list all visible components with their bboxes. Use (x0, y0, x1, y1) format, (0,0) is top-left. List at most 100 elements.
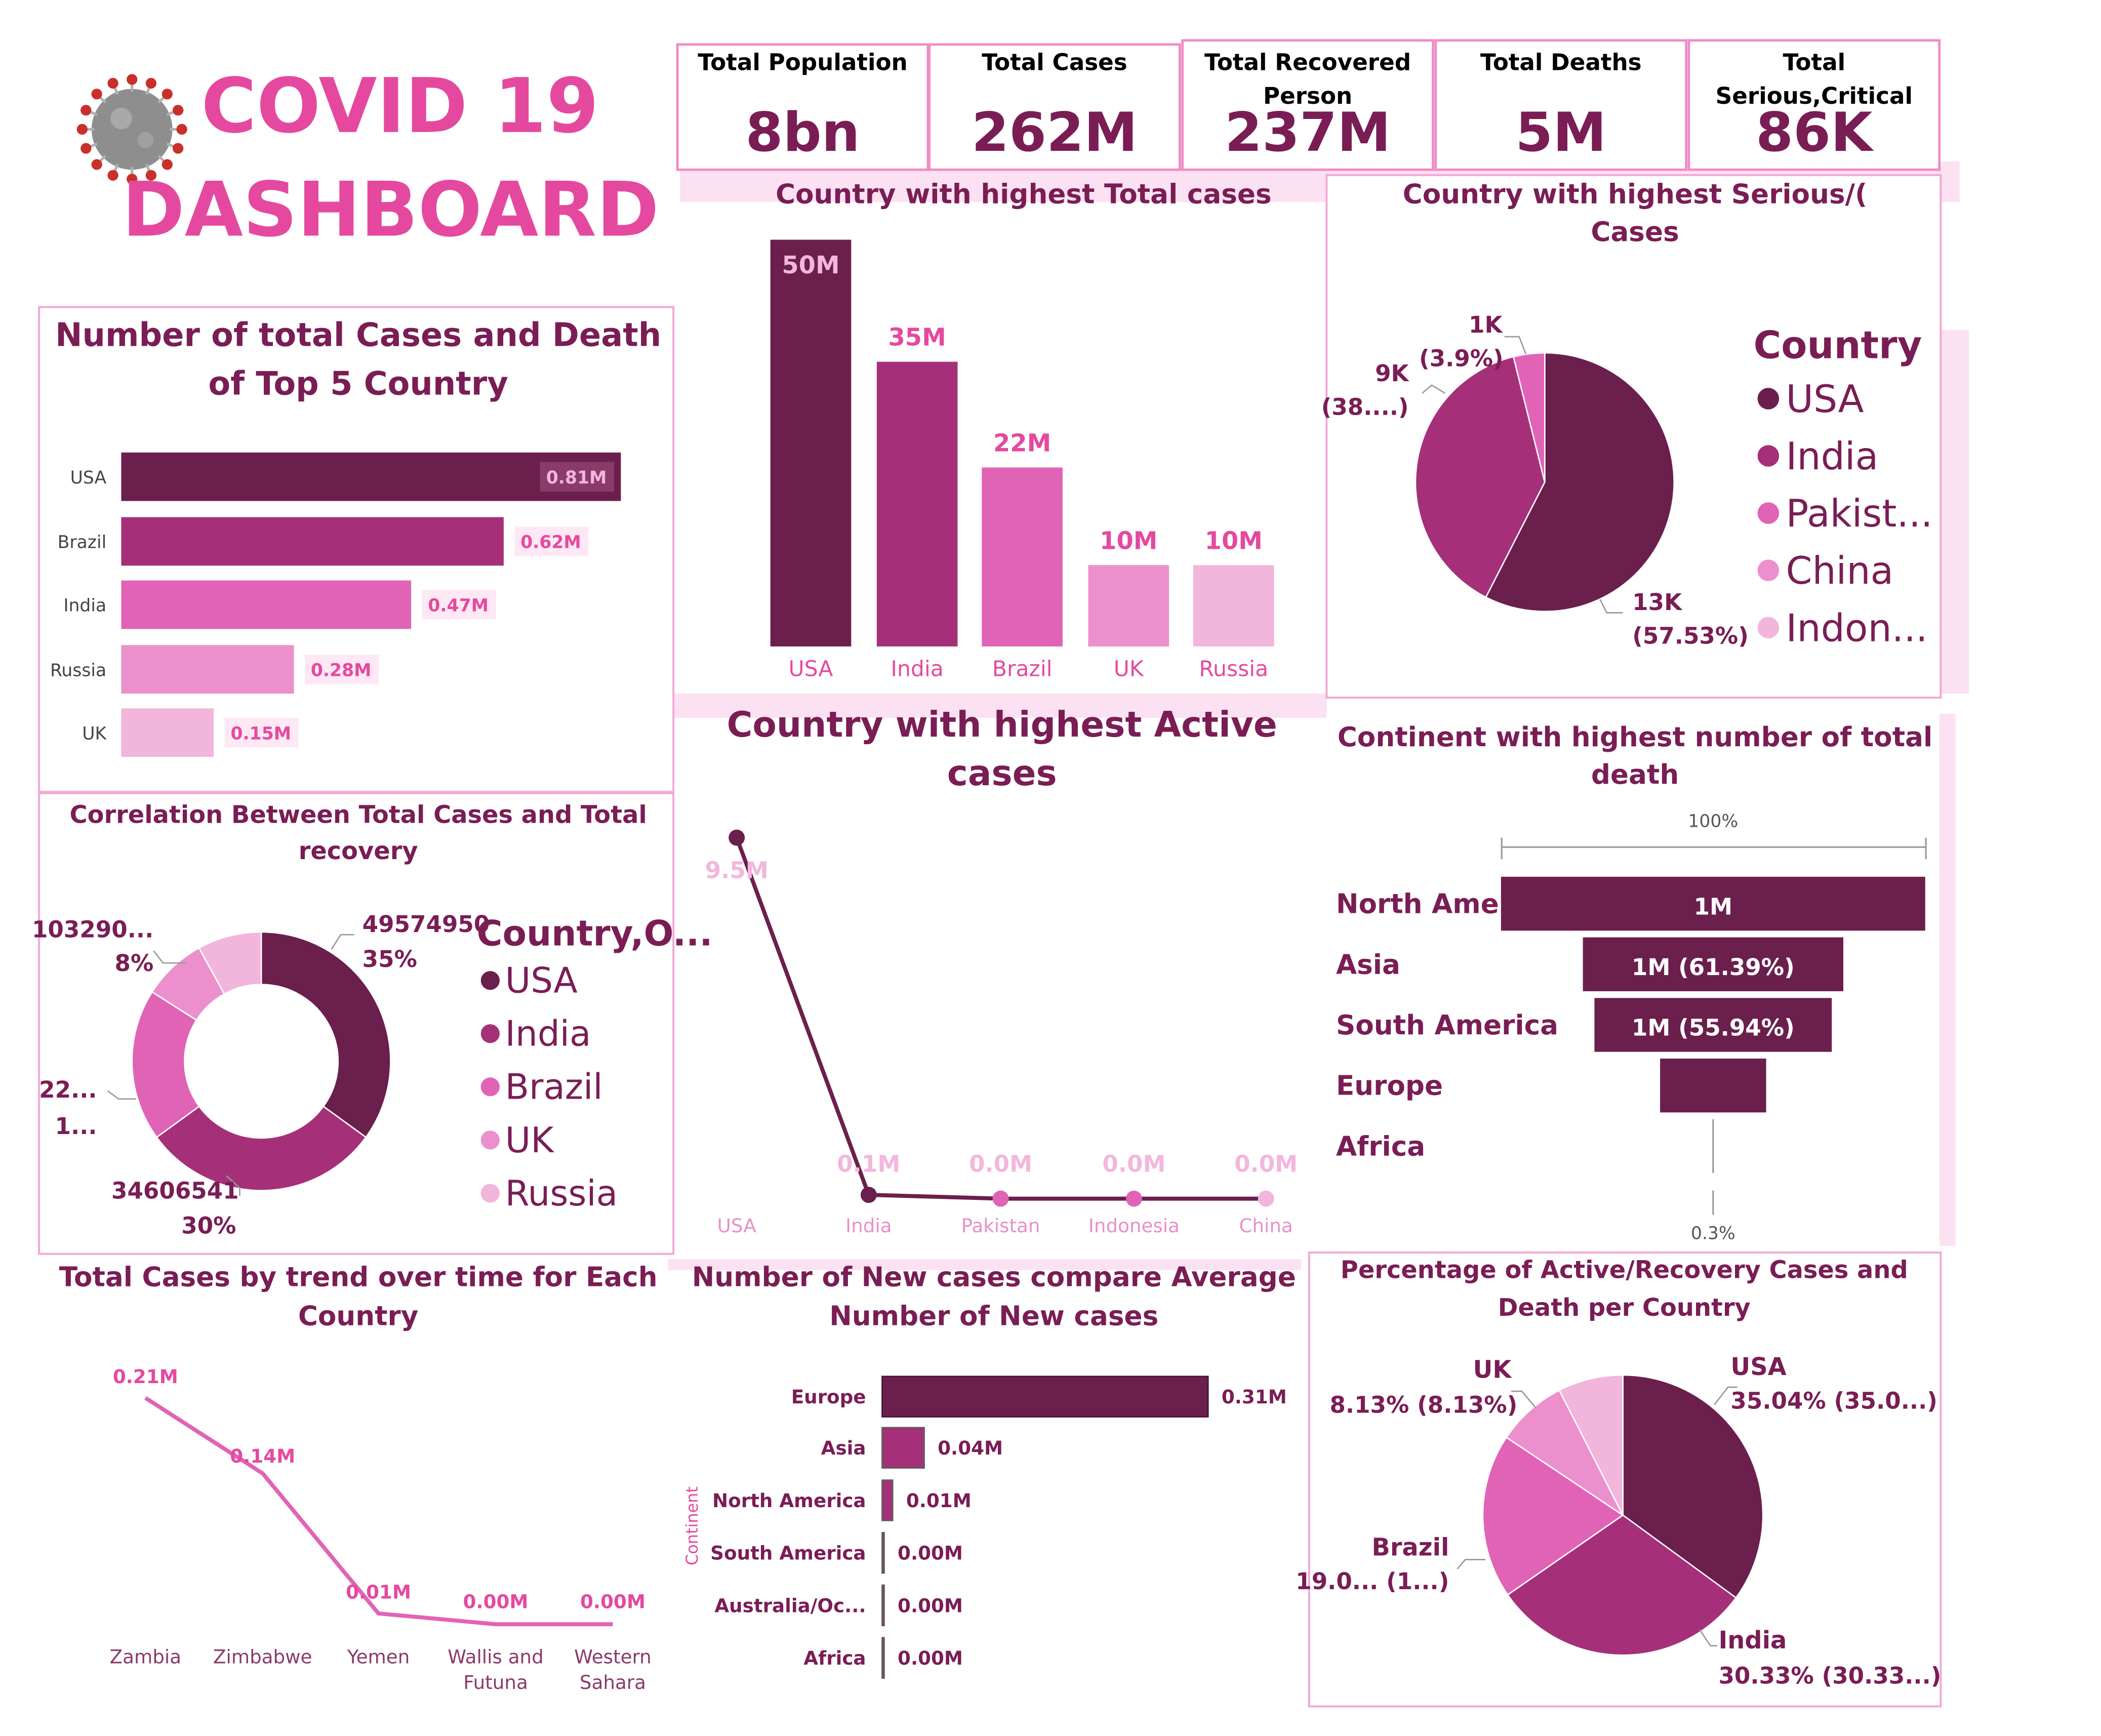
serious-slice-label: (38....) (1321, 393, 1409, 420)
kpi-value: 86K (1756, 101, 1874, 164)
virus-spike-tip-14 (161, 89, 173, 100)
top5-value-label: 0.47M (428, 596, 489, 616)
active-value-label: 0.0M (1102, 1150, 1165, 1177)
funnel-bar-3 (1660, 1058, 1766, 1113)
trend-title-0: Total Cases by trend over time for Each (59, 1261, 658, 1293)
active-value-label: 0.0M (969, 1150, 1032, 1177)
kpi-label: Serious,Critical (1716, 83, 1913, 109)
funnel-bar-2 (1594, 998, 1832, 1052)
trend-x-label: Western (574, 1645, 652, 1668)
funnel-bar-0 (1501, 876, 1925, 931)
newcases-axis-title: Continent (682, 1486, 702, 1565)
virus-spot-2 (137, 132, 154, 148)
kpi-value: 8bn (746, 101, 860, 164)
total-cases-bar-india (876, 361, 958, 647)
top5-category-label: USA (70, 468, 107, 488)
kpi-value: 237M (1225, 101, 1391, 164)
funnel-value-label: 1M (1694, 893, 1732, 920)
trend-value-label: 0.14M (230, 1445, 295, 1467)
correlation-leader-4 (153, 950, 186, 964)
virus-spike-tip-15 (173, 105, 184, 116)
virus-spike-tip-3 (145, 170, 157, 181)
top5-label-bg (540, 462, 615, 492)
newcases-category-label: Europe (791, 1386, 866, 1408)
newcases-value-label: 0.00M (898, 1594, 963, 1617)
serious-leader-0 (1599, 599, 1623, 614)
top5-label-bg (304, 654, 379, 684)
total-cases-bar-uk (1088, 565, 1169, 647)
top5-label-bg (422, 590, 496, 620)
serious-legend-label: China (1786, 549, 1893, 593)
top5-category-label: Brazil (58, 533, 107, 553)
active-point-usa (729, 829, 745, 846)
top5-title-0: Number of total Cases and Death (55, 317, 661, 354)
virus-core (91, 89, 173, 170)
serious-slice-label: (3.9%) (1419, 345, 1504, 372)
funnel-bar-1 (1583, 937, 1844, 991)
total-cases-x-label: India (891, 656, 943, 681)
correlation-legend-marker (480, 971, 500, 990)
funnel-category-label: North Amer (1336, 889, 1513, 920)
serious-legend-label: USA (1786, 377, 1864, 421)
activerec-slice-label: Brazil (1371, 1534, 1449, 1562)
trend-x-label: Zimbabwe (213, 1645, 312, 1668)
active-title-0: Country with highest Active (727, 705, 1277, 745)
funnel-category-label: Asia (1336, 949, 1400, 980)
activerec-slice-label: 30.33% (30.33...) (1718, 1662, 1941, 1689)
virus-spike-tip-12 (127, 74, 138, 85)
top5-bar-usa (121, 452, 621, 501)
active-point-india (860, 1187, 877, 1203)
top5-bar-india (121, 580, 412, 629)
newcases-value-label: 0.04M (938, 1437, 1003, 1459)
activerec-pie-slice-1 (1507, 1514, 1737, 1656)
newcases-bar-1 (881, 1427, 925, 1469)
serious-legend-marker (1757, 559, 1780, 581)
top5-label-bg (514, 527, 589, 556)
correlation-donut-slice-4 (198, 931, 262, 995)
kpi-label: Total Deaths (1480, 49, 1642, 75)
kpi-value: 262M (972, 101, 1138, 164)
correlation-title-1: recovery (299, 837, 418, 865)
trend-value-label: 0.00M (580, 1590, 645, 1612)
correlation-legend-label: Brazil (505, 1067, 603, 1108)
pie-glow-right (1939, 330, 1969, 694)
newcases-value-label: 0.00M (898, 1647, 963, 1669)
virus-spike-tip-11 (107, 77, 118, 89)
correlation-slice-label: 35% (362, 946, 417, 973)
newcases-bar-0 (881, 1376, 1209, 1418)
activerec-leader-1 (1699, 1629, 1717, 1647)
newcases-bar-2 (881, 1479, 894, 1521)
serious-legend-marker (1757, 388, 1780, 410)
total-cases-x-label: UK (1114, 656, 1144, 681)
kpi-card-0: Total Population 8bn (676, 43, 930, 171)
active-x-label: India (845, 1215, 892, 1237)
activerec-pie-slice-0 (1622, 1374, 1764, 1599)
funnel-value-label: 1M (61.39%) (1632, 954, 1795, 981)
newcases-category-label: North America (712, 1489, 866, 1512)
activerec-slice-label: USA (1730, 1353, 1786, 1381)
top5-bar-uk (121, 708, 214, 757)
activerec-slice-label: 8.13% (8.13%) (1329, 1392, 1517, 1419)
serious-pie-slice-0 (1485, 352, 1675, 613)
activerec-slice-label: UK (1473, 1356, 1513, 1384)
trend-x-label: Zambia (110, 1645, 181, 1668)
virus-spike-tip-0 (176, 124, 187, 135)
correlation-legend-marker (480, 1024, 500, 1043)
funnel-top-bracket (1501, 837, 1927, 860)
kpi-card-border (676, 43, 930, 171)
trend-value-label: 0.21M (113, 1365, 178, 1388)
newcases-title-0: Number of New cases compare Average (692, 1261, 1296, 1293)
correlation-slice-label: 1... (55, 1113, 97, 1140)
newcases-value-label: 0.31M (1222, 1386, 1287, 1408)
correlation-legend-label: India (505, 1014, 591, 1055)
active-x-label: China (1239, 1215, 1292, 1237)
funnel-glow-right (1939, 713, 1956, 1246)
serious-slice-label: (57.53%) (1632, 623, 1749, 650)
newcases-bar-3 (881, 1531, 885, 1574)
total-cases-x-label: Brazil (992, 656, 1053, 681)
funnel-category-label: Europe (1336, 1070, 1443, 1102)
continent-title-0: Continent with highest number of total (1338, 721, 1932, 753)
trend-x-label: Futuna (463, 1671, 528, 1693)
total-cases-value-label: 10M (1205, 527, 1263, 555)
